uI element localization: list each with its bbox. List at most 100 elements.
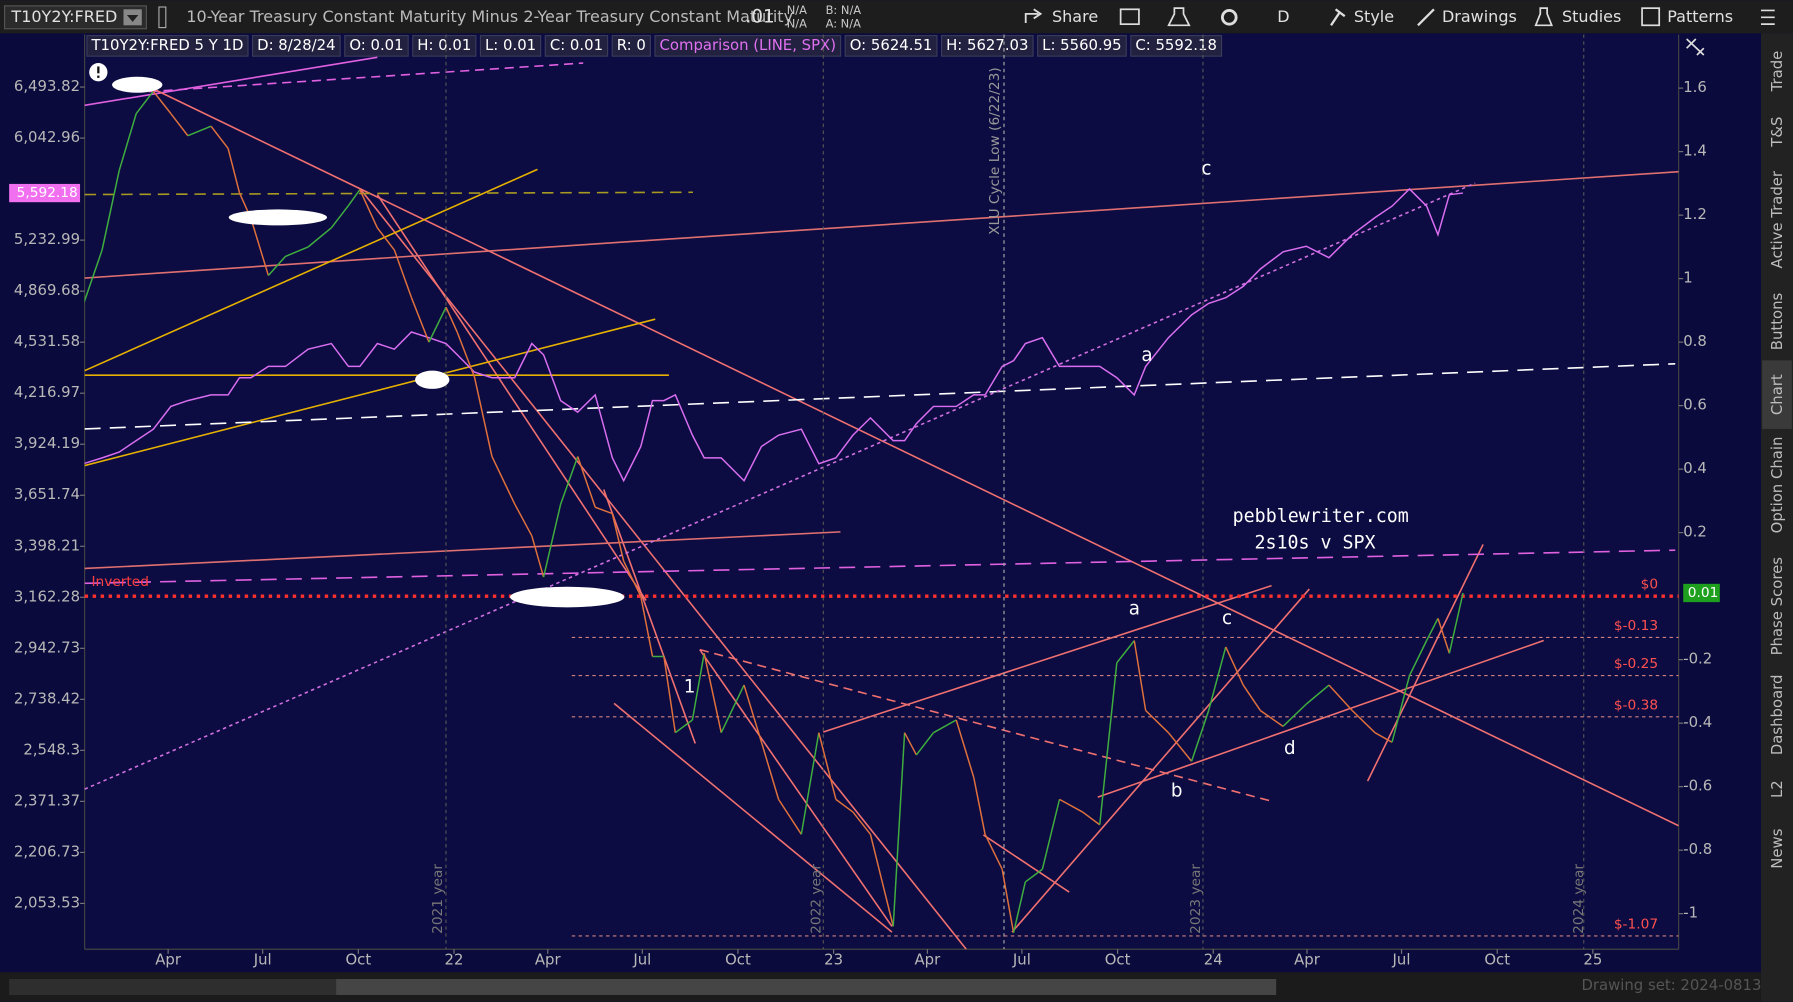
series-segment: [640, 596, 654, 657]
legend-item: H: 5627.03: [946, 36, 1028, 54]
highlight: [509, 586, 625, 608]
y-tick-label: 3,398.21: [14, 536, 80, 554]
drawings-icon[interactable]: [1417, 8, 1435, 27]
y2-tick-label: 0.4: [1683, 459, 1707, 477]
series-segment: [170, 113, 189, 137]
menu-icon[interactable]: [1760, 9, 1775, 26]
scroll-thumb[interactable]: [336, 978, 1277, 995]
expand-icon[interactable]: [1686, 38, 1705, 56]
highlight: [228, 209, 328, 226]
series-segment: [1133, 640, 1147, 711]
last-price: .01: [746, 6, 775, 27]
wave-label: c: [1222, 608, 1232, 629]
legend-item: O: 5624.51: [850, 36, 933, 54]
studies-icon[interactable]: [1534, 7, 1553, 27]
side-tab[interactable]: Dashboard: [1768, 675, 1786, 756]
trendline: [84, 318, 656, 467]
y2-tick-label: -1: [1683, 904, 1698, 922]
annotation: 2021 year: [430, 864, 446, 934]
alert-mark: [97, 75, 100, 78]
series-segment: [1408, 640, 1428, 676]
series-segment: [1225, 646, 1244, 686]
x-tick-label: 24: [1204, 951, 1223, 969]
side-tab[interactable]: Option Chain: [1768, 437, 1786, 534]
snapshot-icon[interactable]: [1119, 8, 1140, 26]
settings-icon[interactable]: [1220, 9, 1238, 26]
alert-mark: [97, 66, 100, 74]
series-line: [84, 187, 1464, 483]
dropdown-arrow: [126, 15, 139, 22]
x-tick-label: Oct: [345, 951, 371, 969]
studies-button[interactable]: Studies: [1562, 7, 1621, 26]
series-segment: [330, 205, 350, 229]
side-tab[interactable]: News: [1768, 828, 1786, 868]
ask-size: A: N/A: [826, 17, 861, 31]
series-segment: [1012, 881, 1027, 933]
y2-tick-label: 0.6: [1683, 396, 1707, 414]
x-tick-label: 23: [824, 951, 843, 969]
y2-tick-label: -0.4: [1683, 713, 1712, 731]
wave-label: a: [1141, 345, 1152, 366]
patterns-icon[interactable]: [1641, 7, 1661, 27]
series-segment: [835, 798, 854, 813]
patterns-button[interactable]: Patterns: [1667, 7, 1733, 26]
side-tab[interactable]: Buttons: [1768, 292, 1786, 350]
plot-area: [84, 34, 1679, 950]
side-tab-strip: [1760, 33, 1793, 1002]
side-tab[interactable]: Chart: [1768, 374, 1786, 415]
legend-item: D: 8/28/24: [257, 36, 335, 54]
annotation: 2s10s v SPX: [1254, 532, 1375, 553]
series-segment: [307, 227, 332, 248]
series-segment: [594, 506, 613, 515]
series-segment: [691, 653, 705, 721]
x-tick-label: Jul: [632, 951, 651, 969]
side-tab[interactable]: Trade: [1768, 51, 1786, 93]
series-segment: [777, 798, 802, 835]
x-tick-label: 25: [1583, 951, 1602, 969]
share-button[interactable]: Share: [1052, 7, 1098, 26]
y2-tick-label: 0.2: [1683, 523, 1707, 541]
style-icon[interactable]: [1330, 8, 1346, 26]
y-tick-label: 6,493.82: [14, 77, 80, 95]
side-tab[interactable]: Active Trader: [1768, 170, 1786, 268]
y-tick-label: 4,869.68: [14, 281, 80, 299]
wave-label: b: [1171, 780, 1183, 801]
symbol-box[interactable]: [4, 5, 147, 30]
bid: N/A: [787, 3, 807, 17]
last-value-box: [9, 183, 81, 203]
style-button[interactable]: Style: [1354, 7, 1394, 26]
legend: T10Y2Y:FRED 5 Y 1D D: 8/28/24 O: 0.01 H: 0.…: [86, 35, 1223, 57]
side-tabs: Trade T&S Active Trader Buttons Chart Option …: [1762, 51, 1792, 869]
series-segment: [473, 376, 493, 457]
flask-icon[interactable]: [1167, 7, 1191, 27]
series-segment: [892, 732, 906, 927]
side-tab[interactable]: Phase Scores: [1768, 557, 1786, 656]
wave-label: d: [1284, 738, 1296, 759]
series: [84, 90, 1464, 933]
y-tick-label: 4,531.58: [14, 332, 80, 350]
highlight: [415, 370, 450, 389]
side-tab[interactable]: L2: [1768, 780, 1786, 798]
trendline: [148, 62, 584, 93]
share-icon[interactable]: [1024, 8, 1043, 24]
x-tick-label: Jul: [1392, 951, 1411, 969]
legend-box: [654, 35, 842, 57]
side-tab[interactable]: T&S: [1768, 117, 1786, 148]
series-segment: [915, 732, 935, 756]
drawings-button[interactable]: Drawings: [1442, 7, 1517, 26]
y-tick-label: 4,216.97: [14, 383, 80, 401]
trendline: [982, 834, 1070, 893]
x-tick-label: Oct: [725, 951, 751, 969]
trendline: [84, 531, 841, 570]
symbol[interactable]: T10Y2Y:FRED: [10, 7, 117, 26]
link-icon[interactable]: [158, 6, 167, 29]
series-segment: [531, 535, 545, 578]
series-segment: [227, 148, 241, 194]
legend-item: O: 0.01: [349, 36, 403, 54]
bid-size: B: N/A: [826, 3, 862, 17]
aggregation[interactable]: D: [1277, 7, 1289, 26]
series-segment: [933, 719, 957, 734]
trendline: [613, 702, 893, 933]
